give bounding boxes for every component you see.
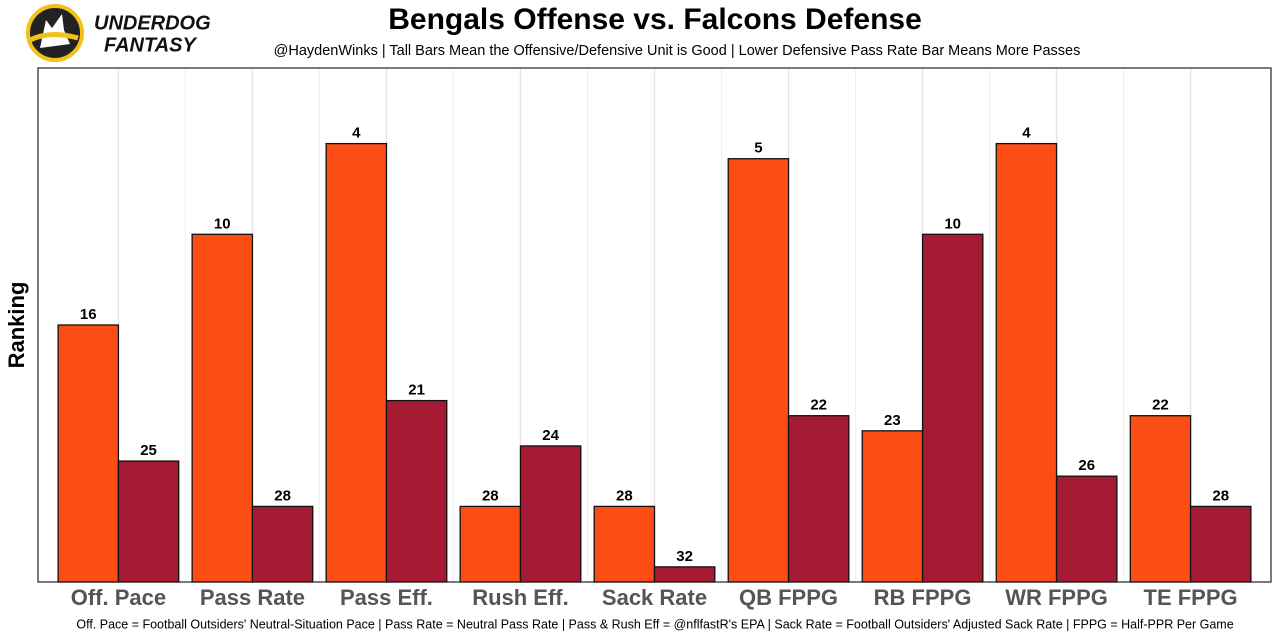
value-label: 21 [408,382,425,399]
chart-title: Bengals Offense vs. Falcons Defense [388,3,922,36]
logo-swoosh [28,32,79,43]
value-label: 4 [352,125,361,142]
bar [191,233,254,583]
x-tick-label: Pass Eff. [340,585,433,610]
footnote: Off. Pace = Football Outsiders' Neutral-… [76,617,1233,631]
value-label: 26 [1078,457,1095,474]
chart-subtitle: @HaydenWinks | Tall Bars Mean the Offens… [274,43,1081,59]
bar [861,430,924,583]
bar [459,505,522,583]
bar [251,505,314,583]
logo: UNDERDOG FANTASY [26,4,211,62]
bar [385,399,448,583]
bar [787,415,850,583]
plot-border [37,67,1272,583]
value-label: 10 [214,215,231,232]
y-axis-label: Ranking [4,282,29,369]
bar [593,505,656,583]
plot: 16 25 10 28 4 21 28 24 28 32 5 22 23 10 4 26 22 28 [57,68,1252,583]
value-label: 16 [80,306,97,323]
logo-dog [40,14,70,48]
bar [519,445,582,583]
x-tick-label: QB FPPG [739,585,838,610]
bar [57,324,120,583]
bar [653,566,716,583]
x-tick-label: Pass Rate [200,585,305,610]
bar [1055,475,1118,583]
x-tick-label: WR FPPG [1005,585,1108,610]
bar [117,460,180,583]
bar [325,142,388,583]
value-label: 25 [140,442,157,459]
value-label: 24 [542,427,559,444]
bar [1189,505,1252,583]
x-tick-label: Rush Eff. [472,585,569,610]
value-label: 5 [754,140,762,157]
bar [921,233,984,583]
x-tick-label: RB FPPG [874,585,972,610]
value-label: 22 [810,397,827,414]
x-tick-label: Off. Pace [71,585,166,610]
value-label: 4 [1022,125,1031,142]
value-label: 28 [1212,487,1229,504]
value-label: 28 [616,487,633,504]
logo-text: FANTASY [104,34,198,56]
value-label: 32 [676,548,693,565]
bar [995,142,1058,583]
logo-text: UNDERDOG [94,12,211,34]
value-label: 10 [944,215,961,232]
value-label: 22 [1152,397,1169,414]
value-label: 23 [884,412,901,429]
x-tick-label: TE FPPG [1144,585,1238,610]
value-label: 28 [274,487,291,504]
bar [1129,415,1192,583]
bar [727,158,790,583]
value-label: 28 [482,487,499,504]
x-tick-label: Sack Rate [602,585,707,610]
